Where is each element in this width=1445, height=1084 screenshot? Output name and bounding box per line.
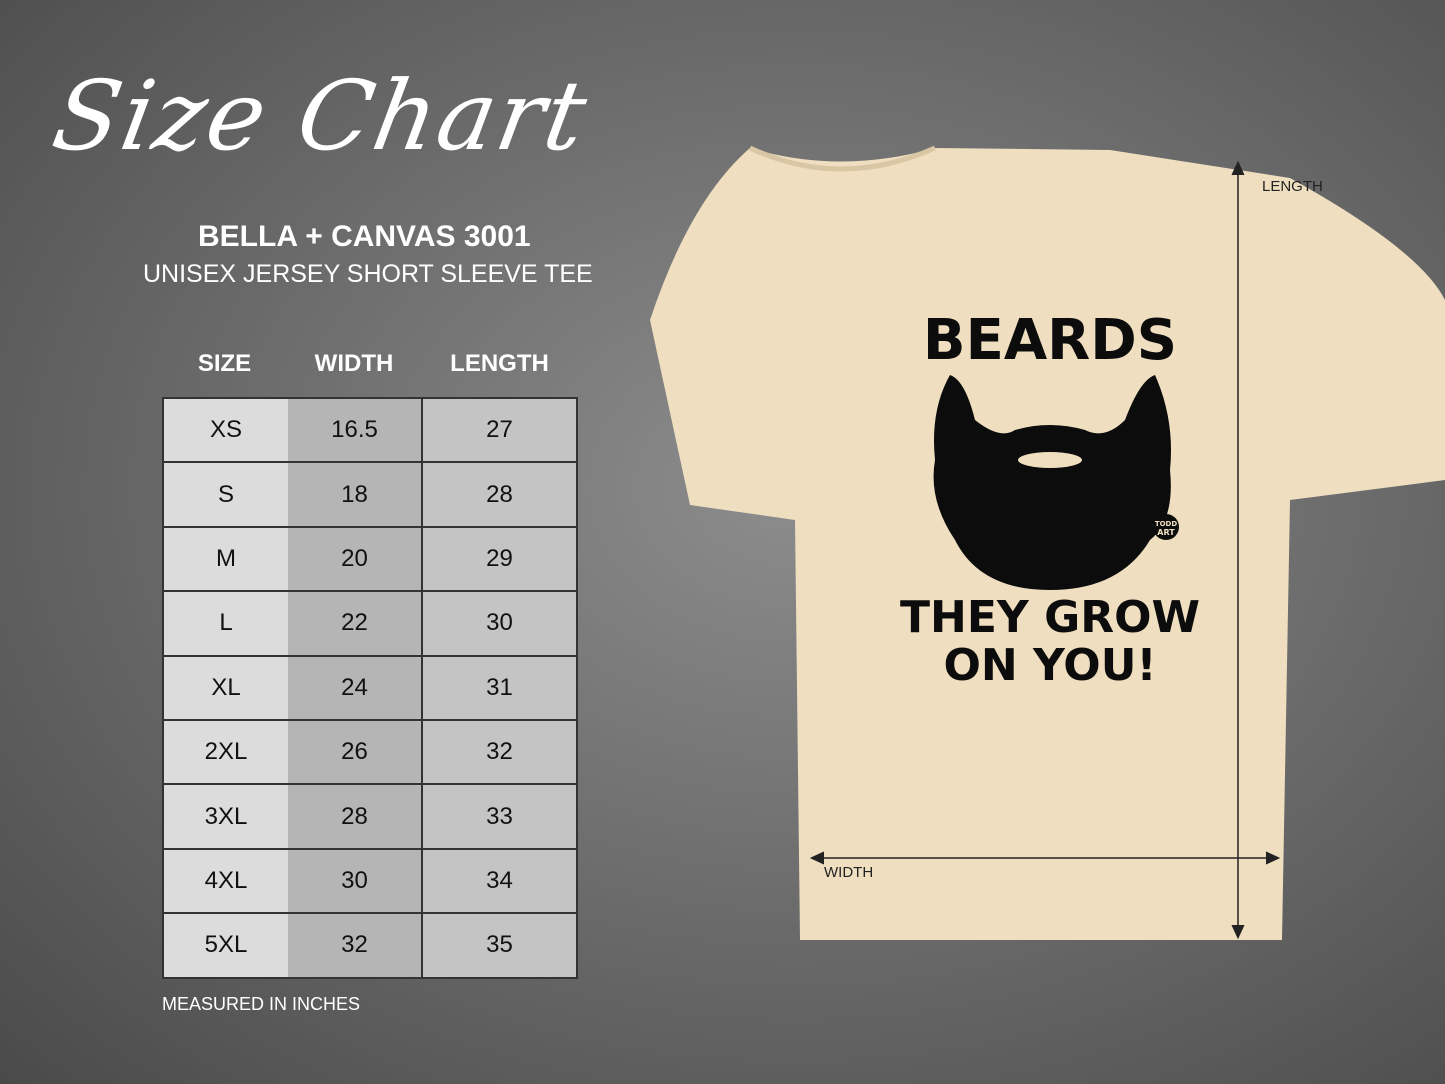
table-row: S 18 28 xyxy=(163,461,577,528)
collar xyxy=(748,145,937,172)
table-row: XS 16.5 27 xyxy=(163,396,577,464)
width-cell: 32 xyxy=(288,912,422,979)
mouth-gap xyxy=(1018,452,1082,468)
logo-text-2: ART xyxy=(1157,528,1175,537)
length-cell: 34 xyxy=(421,847,577,915)
size-cell: 4XL xyxy=(163,847,288,915)
length-cell: 28 xyxy=(421,461,577,528)
measurement-note: MEASURED IN INCHES xyxy=(162,994,361,1014)
product-name: BELLA + CANVAS 3001 xyxy=(198,220,531,253)
width-cell: 20 xyxy=(288,525,422,593)
table-row: M 20 29 xyxy=(163,525,577,593)
table-row: 3XL 28 33 xyxy=(163,783,577,850)
width-cell: 26 xyxy=(288,718,422,786)
size-cell: XS xyxy=(163,396,288,464)
width-cell: 18 xyxy=(288,461,422,528)
table-row: 2XL 26 32 xyxy=(163,718,577,786)
length-cell: 27 xyxy=(421,396,577,464)
width-cell: 28 xyxy=(288,783,422,850)
logo-text: TODD xyxy=(1155,520,1178,528)
table-row: XL 24 31 xyxy=(163,654,577,721)
size-cell: 3XL xyxy=(163,783,288,850)
table-row: L 22 30 xyxy=(163,590,577,657)
width-cell: 22 xyxy=(288,590,422,657)
beard-graphic xyxy=(933,375,1171,590)
table-row: 5XL 32 35 xyxy=(163,912,577,979)
length-cell: 31 xyxy=(421,654,577,721)
size-cell: M xyxy=(163,525,288,593)
length-cell: 29 xyxy=(421,525,577,593)
length-arrow-heads xyxy=(1231,160,1245,940)
size-cell: 2XL xyxy=(163,718,288,786)
size-cell: 5XL xyxy=(163,912,288,979)
width-cell: 24 xyxy=(288,654,422,721)
header-width: WIDTH xyxy=(314,350,394,377)
design-text-bottom-2: ON YOU! xyxy=(943,640,1157,691)
length-cell: 35 xyxy=(421,912,577,979)
todd-art-logo xyxy=(1153,514,1179,540)
size-table: XS 16.5 27 S 18 28 M 20 29 L 22 30 XL 24 31 2XL 26 32 3XL 2… xyxy=(162,396,578,979)
table-row: 4XL 30 34 xyxy=(163,847,577,915)
length-cell: 30 xyxy=(421,590,577,657)
design-text-top: BEARDS xyxy=(922,308,1178,373)
length-label: LENGTH xyxy=(1262,178,1323,195)
header-length: LENGTH xyxy=(450,350,549,377)
width-arrow-heads xyxy=(809,851,1281,865)
design-text-bottom-1: THEY GROW xyxy=(900,592,1201,643)
length-cell: 32 xyxy=(421,718,577,786)
width-cell: 16.5 xyxy=(288,396,422,464)
header-size: SIZE xyxy=(197,350,252,377)
size-cell: L xyxy=(163,590,288,657)
size-cell: XL xyxy=(163,654,288,721)
size-cell: S xyxy=(163,461,288,528)
product-description: UNISEX JERSEY SHORT SLEEVE TEE xyxy=(143,260,593,288)
width-label: WIDTH xyxy=(824,864,874,881)
width-cell: 30 xyxy=(288,847,422,915)
length-cell: 33 xyxy=(421,783,577,850)
